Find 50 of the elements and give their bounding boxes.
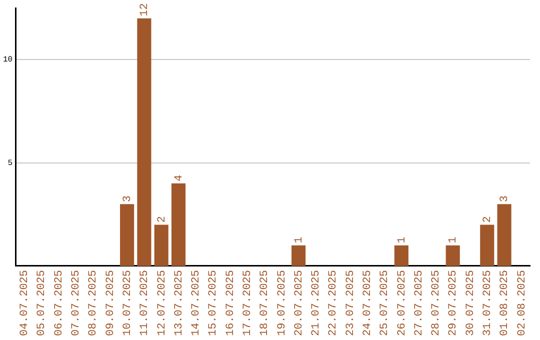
x-tick-label: 18.07.2025 (259, 270, 272, 336)
bar (291, 245, 306, 266)
x-tick-label: 16.07.2025 (224, 270, 237, 336)
data-label: 3 (122, 195, 134, 202)
x-tick-label: 09.07.2025 (104, 270, 117, 336)
x-tick-label: 24.07.2025 (362, 270, 374, 336)
bar (154, 224, 168, 266)
bar (480, 224, 494, 266)
x-tick-label: 13.07.2025 (173, 270, 186, 336)
x-tick-label: 29.07.2025 (448, 270, 460, 336)
data-label: 2 (156, 216, 168, 223)
x-tick-label: 27.07.2025 (413, 270, 426, 336)
data-label: 4 (173, 174, 186, 182)
bar (394, 245, 408, 266)
bar (497, 204, 512, 266)
data-label: 12 (139, 3, 152, 16)
data-label: 1 (448, 236, 460, 244)
x-tick-label: 14.07.2025 (190, 270, 203, 336)
bar (137, 18, 152, 266)
x-tick-label: 20.07.2025 (293, 270, 306, 336)
x-tick-label: 23.07.2025 (344, 270, 357, 336)
y-tick-label: 10 (2, 56, 13, 65)
bar (120, 204, 134, 266)
x-tick-label: 11.07.2025 (139, 270, 152, 336)
x-tick-label: 04.07.2025 (19, 270, 32, 336)
x-tick-label: 02.08.2025 (516, 270, 528, 336)
x-tick-label: 15.07.2025 (208, 270, 220, 336)
x-tick-label: 26.07.2025 (396, 270, 408, 336)
x-tick-label: 05.07.2025 (36, 270, 48, 336)
x-tick-label: 17.07.2025 (242, 270, 254, 336)
x-tick-label: 08.07.2025 (88, 270, 100, 336)
data-label: 3 (499, 195, 512, 202)
x-tick-label: 19.07.2025 (276, 270, 288, 336)
x-tick-label: 10.07.2025 (122, 270, 134, 336)
x-tick-label: 31.07.2025 (482, 270, 494, 336)
x-tick-label: 25.07.2025 (379, 270, 392, 336)
y-tick-label: 5 (8, 158, 13, 168)
x-tick-label: 21.07.2025 (310, 270, 323, 336)
bar (171, 183, 186, 266)
data-label: 1 (396, 236, 408, 244)
x-tick-label: 22.07.2025 (328, 270, 340, 336)
x-tick-label: 30.07.2025 (464, 270, 477, 336)
data-label: 1 (293, 236, 306, 244)
x-tick-label: 01.08.2025 (499, 270, 512, 336)
data-label: 2 (482, 216, 494, 223)
x-tick-label: 12.07.2025 (156, 270, 168, 336)
x-tick-label: 28.07.2025 (430, 270, 443, 336)
x-tick-label: 06.07.2025 (53, 270, 66, 336)
x-tick-label: 07.07.2025 (70, 270, 83, 336)
bar (446, 245, 460, 266)
